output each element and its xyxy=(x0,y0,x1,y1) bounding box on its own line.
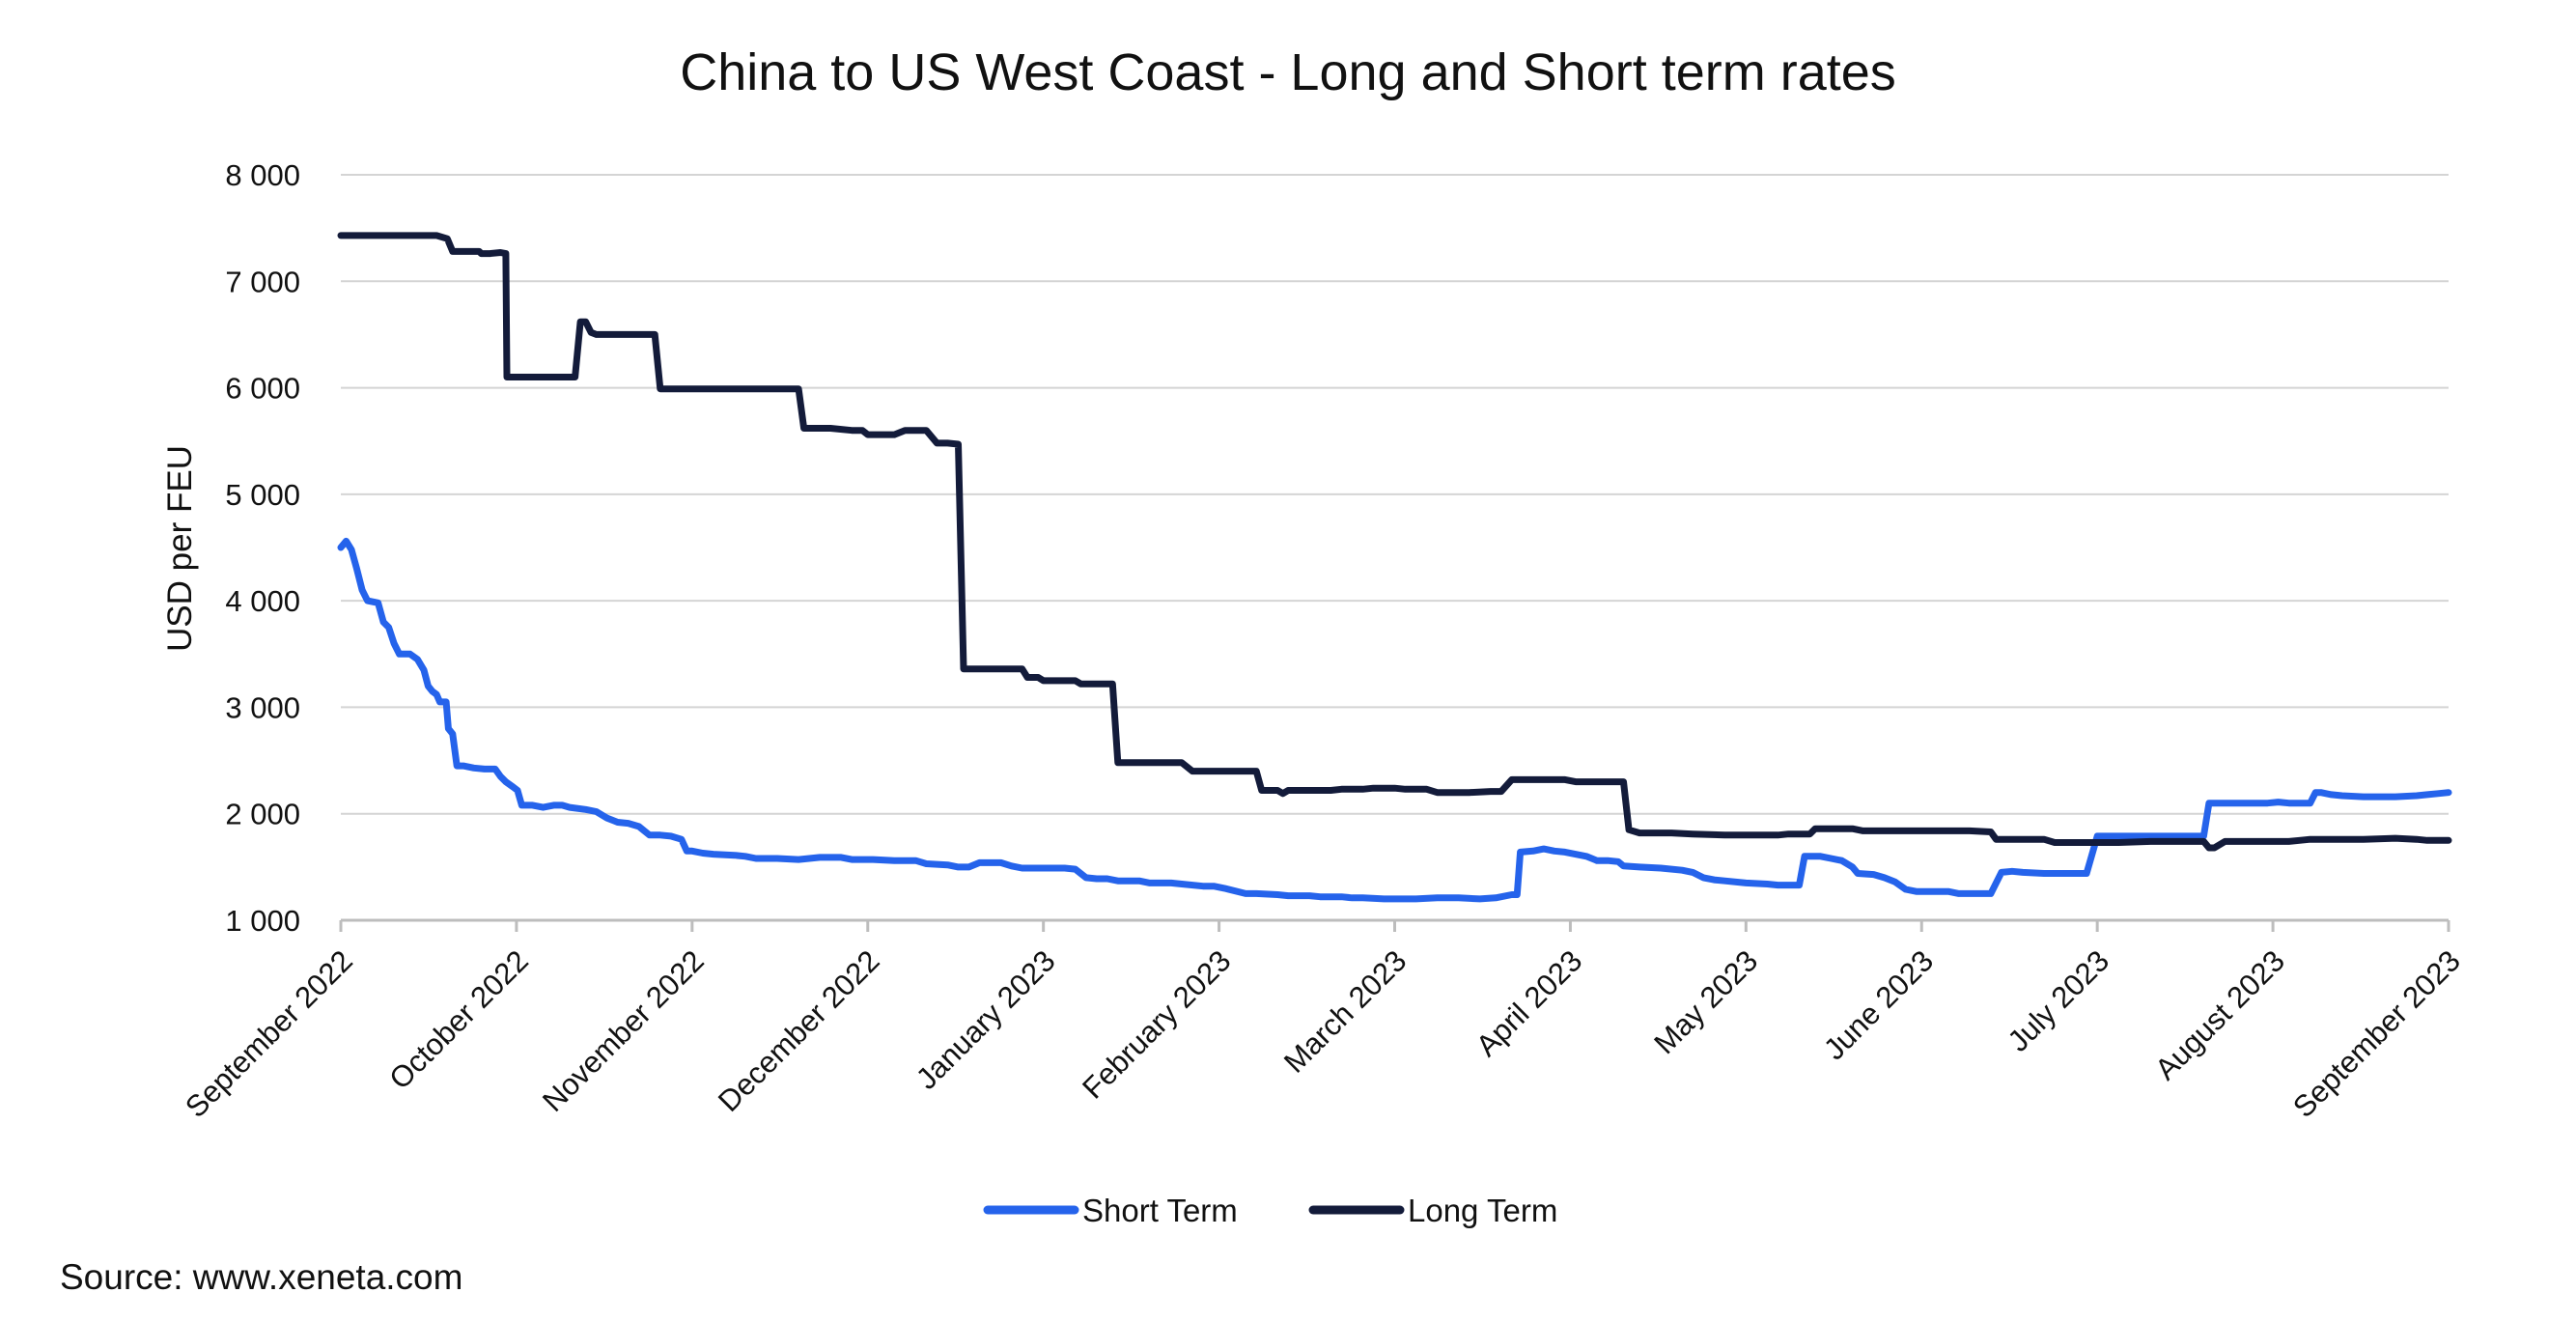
x-tick-label: December 2022 xyxy=(712,943,886,1118)
x-tick-label: August 2023 xyxy=(2148,943,2291,1086)
x-tick-label: July 2023 xyxy=(2002,943,2116,1058)
x-tick-label: April 2023 xyxy=(1470,943,1588,1062)
legend-label-short-term: Short Term xyxy=(1082,1193,1238,1228)
y-tick-label: 7 000 xyxy=(225,265,300,298)
series-line-short-term xyxy=(337,537,2452,903)
y-tick-label: 2 000 xyxy=(225,798,300,831)
x-tick-label: January 2023 xyxy=(910,943,1062,1096)
x-tick-label: June 2023 xyxy=(1817,943,1940,1066)
x-tick-label: February 2023 xyxy=(1076,943,1237,1105)
x-tick-label: October 2022 xyxy=(382,943,535,1096)
x-tick-label: September 2023 xyxy=(2286,943,2467,1124)
x-tick-label: November 2022 xyxy=(536,943,711,1118)
x-tick-label: March 2023 xyxy=(1277,943,1414,1080)
y-tick-label: 4 000 xyxy=(225,584,300,618)
x-tick-label: September 2022 xyxy=(179,943,359,1124)
y-tick-label: 6 000 xyxy=(225,372,300,406)
y-axis-label: USD per FEU xyxy=(161,445,199,652)
chart-title: China to US West Coast - Long and Short … xyxy=(680,43,1896,101)
legend-label-long-term: Long Term xyxy=(1408,1193,1557,1228)
y-tick-label: 3 000 xyxy=(225,690,300,724)
y-tick-label: 1 000 xyxy=(225,904,300,938)
source-note: Source: www.xeneta.com xyxy=(60,1257,463,1297)
x-tick-label: May 2023 xyxy=(1647,943,1764,1060)
y-tick-label: 8 000 xyxy=(225,158,300,192)
y-tick-label: 5 000 xyxy=(225,478,300,512)
series-line-long-term xyxy=(337,232,2452,852)
